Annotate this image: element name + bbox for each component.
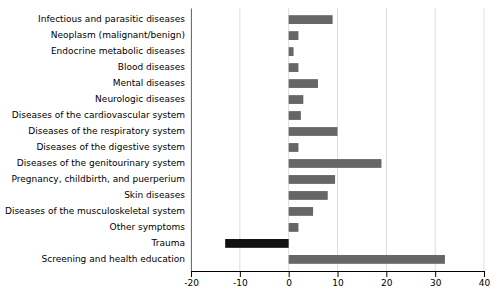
x-tick-label: 30 xyxy=(430,278,442,288)
x-tick-mark xyxy=(191,271,192,277)
bar xyxy=(225,239,288,248)
y-tick: Skin diseases xyxy=(124,190,185,200)
y-tick: Blood diseases xyxy=(118,62,185,72)
x-tick-mark xyxy=(240,271,241,277)
y-tick: Diseases of the respiratory system xyxy=(28,126,185,136)
chart-svg: Infectious and parasitic diseases Neoplas… xyxy=(0,0,500,293)
y-tick-label: Diseases of the genitourinary system xyxy=(17,158,185,168)
y-tick: Neoplasm (malignant/benign) xyxy=(51,30,185,40)
y-tick-label: Endocrine metabolic diseases xyxy=(51,46,185,56)
chart-container: Infectious and parasitic diseases Neoplas… xyxy=(0,0,500,293)
bar xyxy=(289,63,299,72)
grid-line xyxy=(484,8,485,271)
grid-line xyxy=(337,8,338,271)
x-tick-label: 40 xyxy=(479,278,491,288)
y-tick: Trauma xyxy=(151,238,185,248)
x-tick-label: -20 xyxy=(184,278,199,288)
y-tick: Endocrine metabolic diseases xyxy=(51,46,185,56)
x-tick: 0 xyxy=(286,271,292,288)
grid-line xyxy=(435,8,436,271)
y-tick: Neurologic diseases xyxy=(95,94,185,104)
y-tick-label: Diseases of the cardiovascular system xyxy=(12,110,185,120)
bar xyxy=(289,191,328,200)
x-tick-label: 10 xyxy=(332,278,344,288)
x-tick-mark xyxy=(338,271,339,277)
x-axis: -20 -10 0 10 20 30 40 xyxy=(184,271,490,288)
y-tick-label: Infectious and parasitic diseases xyxy=(38,14,185,24)
x-tick: -20 xyxy=(184,271,199,288)
x-tick-label: -10 xyxy=(233,278,248,288)
x-tick-label: 20 xyxy=(381,278,393,288)
bar xyxy=(289,95,304,104)
grid-line xyxy=(386,8,387,271)
y-tick: Screening and health education xyxy=(41,254,185,264)
y-tick: Mental diseases xyxy=(113,78,186,88)
x-tick-label: 0 xyxy=(286,278,292,288)
y-tick: Diseases of the musculoskeletal system xyxy=(5,206,185,216)
y-tick: Other symptoms xyxy=(110,222,186,232)
bar xyxy=(289,31,299,40)
y-tick-label: Diseases of the musculoskeletal system xyxy=(5,206,185,216)
x-tick: 40 xyxy=(479,271,491,288)
y-tick: Diseases of the cardiovascular system xyxy=(12,110,185,120)
y-tick: Infectious and parasitic diseases xyxy=(38,14,185,24)
bar xyxy=(289,79,318,88)
x-tick: 30 xyxy=(430,271,442,288)
bar xyxy=(289,223,299,232)
y-tick-label: Screening and health education xyxy=(41,254,185,264)
y-tick: Pregnancy, childbirth, and puerperium xyxy=(11,174,185,184)
y-tick-label: Mental diseases xyxy=(113,78,186,88)
x-tick-mark xyxy=(484,271,485,277)
plot-area xyxy=(191,8,484,271)
bar xyxy=(289,175,335,184)
x-tick-mark xyxy=(435,271,436,277)
grid-line xyxy=(239,8,240,271)
x-tick-mark xyxy=(386,271,387,277)
y-tick-label: Diseases of the respiratory system xyxy=(28,126,185,136)
y-axis-line xyxy=(191,9,192,272)
y-tick: Diseases of the digestive system xyxy=(36,142,185,152)
x-tick: 20 xyxy=(381,271,393,288)
y-tick-label: Neurologic diseases xyxy=(95,94,185,104)
bar xyxy=(289,127,338,136)
bar xyxy=(289,159,382,168)
y-tick-label: Trauma xyxy=(151,238,185,248)
bar xyxy=(289,255,445,264)
y-tick-label: Diseases of the digestive system xyxy=(36,142,185,152)
grid xyxy=(191,8,484,271)
x-tick: 10 xyxy=(332,271,344,288)
bar xyxy=(289,111,301,120)
y-tick-label: Neoplasm (malignant/benign) xyxy=(51,30,185,40)
bar xyxy=(289,207,313,216)
bar xyxy=(289,15,333,24)
bars xyxy=(225,15,445,264)
bar xyxy=(289,143,299,152)
y-tick-label: Skin diseases xyxy=(124,190,185,200)
grid-line xyxy=(191,8,192,271)
y-tick-label: Other symptoms xyxy=(110,222,186,232)
bar xyxy=(289,47,294,56)
x-tick-mark xyxy=(289,271,290,277)
x-axis-line xyxy=(192,272,485,278)
y-tick-label: Pregnancy, childbirth, and puerperium xyxy=(11,174,185,184)
x-tick: -10 xyxy=(233,271,248,288)
y-axis: Infectious and parasitic diseases Neoplas… xyxy=(5,9,192,272)
y-tick: Diseases of the genitourinary system xyxy=(17,158,185,168)
y-tick-label: Blood diseases xyxy=(118,62,185,72)
